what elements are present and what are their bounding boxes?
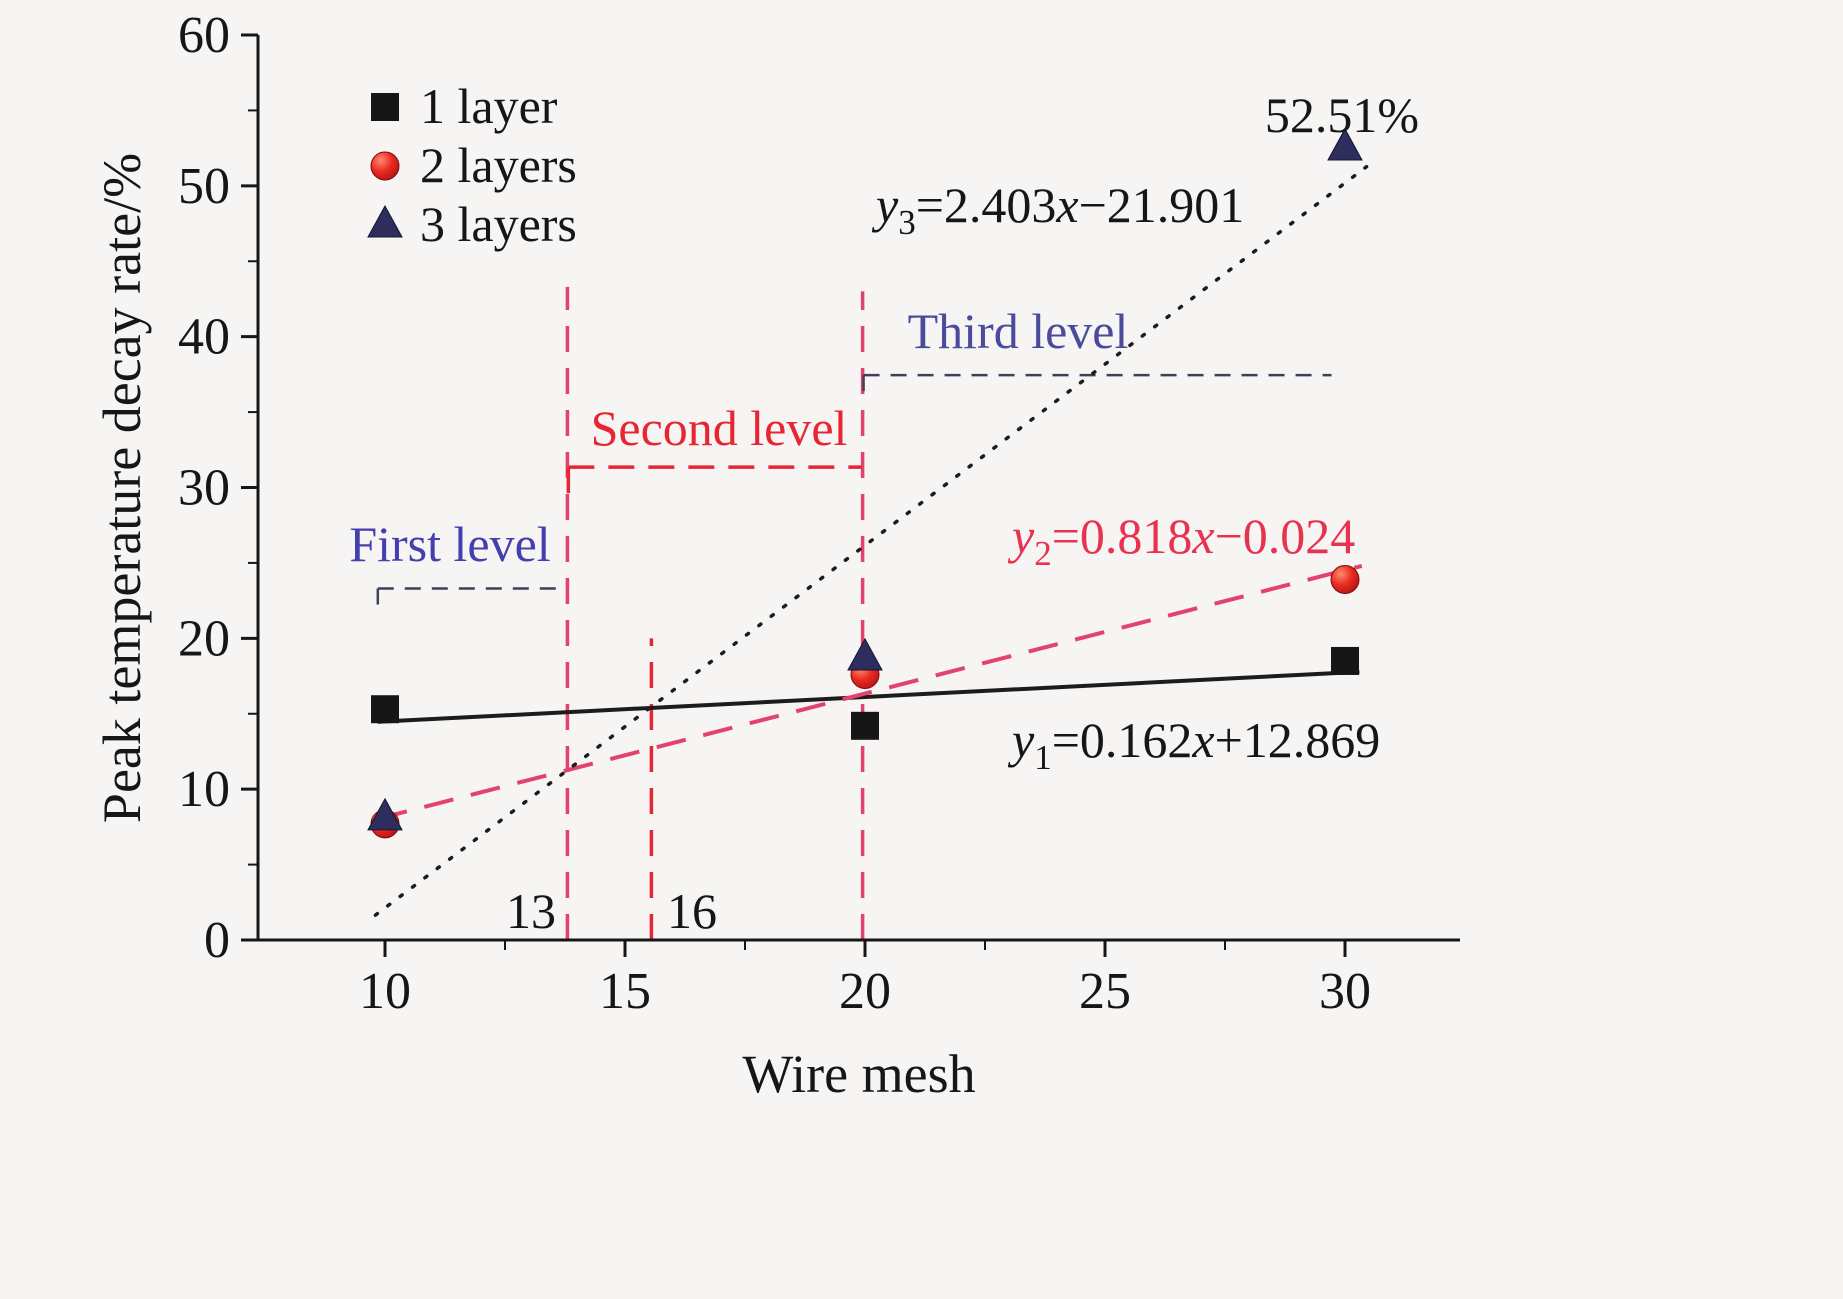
legend-label: 1 layer	[420, 78, 558, 134]
marker-triangle	[847, 637, 883, 671]
level-label: Third level	[908, 303, 1129, 359]
marker-circle	[370, 151, 400, 181]
marker-square	[371, 695, 399, 724]
guide-line-label: 16	[667, 883, 717, 939]
fit-equation-label: y1=0.162x+12.869	[1007, 712, 1380, 777]
fit-line-circle	[377, 563, 1363, 821]
y-tick-label: 60	[178, 7, 230, 64]
marker-circle	[1330, 565, 1360, 595]
y-tick-label: 40	[178, 309, 230, 366]
x-tick-label: 10	[359, 963, 411, 1020]
y-tick-label: 0	[204, 912, 230, 969]
marker-triangle	[367, 204, 403, 238]
y-tick-label: 10	[178, 761, 230, 818]
x-tick-label: 25	[1079, 963, 1131, 1020]
y-axis-title: Peak temperature decay rate/%	[92, 153, 152, 823]
fit-line-square	[377, 669, 1360, 724]
max-point-label: 52.51%	[1265, 87, 1419, 143]
y-tick-label: 30	[178, 460, 230, 517]
guide-line-label: 13	[506, 883, 556, 939]
x-axis-title: Wire mesh	[742, 1044, 975, 1104]
legend-label: 3 layers	[420, 196, 577, 252]
y-tick-label: 20	[178, 610, 230, 667]
marker-triangle	[367, 797, 403, 831]
y-tick-label: 50	[178, 158, 230, 215]
marker-square	[851, 711, 879, 740]
x-tick-label: 30	[1319, 963, 1371, 1020]
marker-square	[1331, 646, 1359, 675]
fit-line-triangle	[373, 164, 1369, 917]
level-label: First level	[349, 516, 550, 572]
level-label: Second level	[591, 400, 848, 456]
fit-equation-label: y2=0.818x−0.024	[1007, 508, 1355, 573]
x-tick-label: 15	[599, 963, 651, 1020]
marker-square	[371, 93, 399, 121]
marker-triangle	[1327, 127, 1363, 161]
x-tick-label: 20	[839, 963, 891, 1020]
fit-equation-label: y3=2.403x−21.901	[871, 177, 1244, 242]
legend-label: 2 layers	[420, 137, 577, 193]
